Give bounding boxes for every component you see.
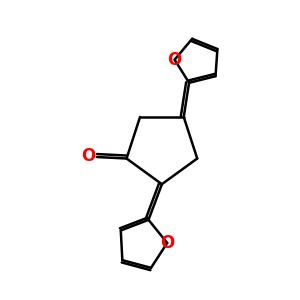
Text: O: O xyxy=(160,234,174,252)
Text: O: O xyxy=(81,146,96,164)
Text: O: O xyxy=(167,51,182,69)
